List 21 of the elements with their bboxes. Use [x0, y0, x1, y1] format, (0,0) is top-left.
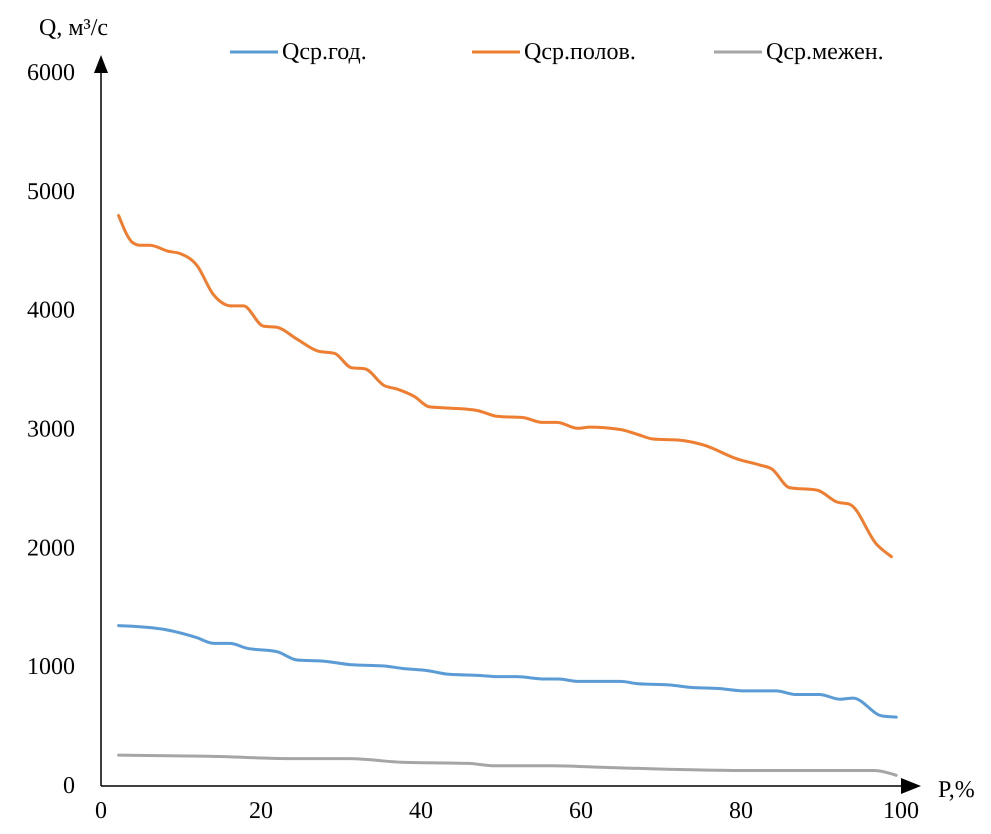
x-tick-label: 40 — [409, 798, 433, 824]
x-tick-label: 20 — [249, 798, 273, 824]
x-tick-label: 100 — [883, 798, 919, 824]
line-series — [117, 624, 898, 719]
y-tick-label: 5000 — [27, 178, 75, 205]
y-axis-title: Q, м³/с — [39, 15, 108, 41]
y-tick-label: 0 — [63, 773, 75, 799]
x-tick-label: 60 — [569, 798, 593, 824]
x-tick-label: 0 — [95, 798, 107, 824]
y-tick-label: 4000 — [27, 298, 75, 324]
x-tick-label: 80 — [729, 798, 753, 824]
legend-label: Qср.год. — [282, 39, 367, 65]
line-series — [117, 214, 893, 558]
y-tick-label: 6000 — [27, 60, 75, 86]
y-tick-label: 1000 — [27, 654, 75, 680]
y-tick-label: 3000 — [27, 416, 75, 442]
y-tick-label: 2000 — [27, 535, 75, 562]
x-axis-title: P,% — [938, 777, 975, 803]
legend-label: Qср.полов. — [524, 39, 636, 65]
legend-label: Qср.межен. — [766, 39, 884, 65]
line-series — [117, 754, 898, 777]
